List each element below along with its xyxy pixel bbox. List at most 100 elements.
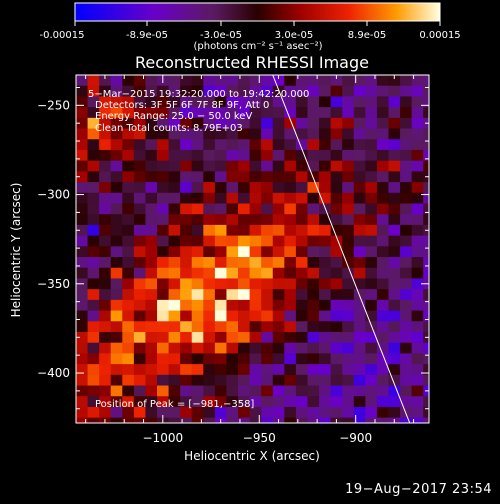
heatmap-cell [353,85,366,98]
heatmap-cell [353,299,366,312]
heatmap-cell [226,96,239,108]
heatmap-cell [87,321,100,333]
heatmap-cell [87,171,100,183]
heatmap-cell [295,321,309,333]
heatmap-cell [411,107,424,119]
heatmap-cell [330,278,343,290]
heatmap-cell [238,107,251,119]
heatmap-cell [353,321,366,333]
heatmap-cell [168,406,181,419]
heatmap-cell [342,385,355,397]
heatmap-cell [133,160,147,172]
heatmap-cell [365,160,378,172]
heatmap-cell [180,406,193,419]
heatmap-cell [76,396,89,408]
heatmap-cell [400,417,413,423]
heatmap-cell [191,192,204,205]
heatmap-cell [261,267,274,280]
heatmap-cell [353,149,366,162]
heatmap-cell [261,160,274,172]
heatmap-cell [168,331,181,344]
heatmap-cell [191,246,204,258]
heatmap-cell [272,342,285,354]
heatmap-cell [365,278,378,290]
heatmap-cell [423,257,429,269]
heatmap-cell [342,182,355,194]
heatmap-cell [388,278,401,290]
heatmap-cell [249,107,262,119]
heatmap-cell [110,128,123,140]
heatmap-cell [365,171,378,183]
heatmap-cell [272,310,285,322]
heatmap-cell [87,128,100,140]
heatmap-cell [342,417,355,423]
heatmap-cell [203,342,216,354]
heatmap-cell [110,321,123,333]
colorbar-tick-label: -3.0e-05 [200,30,242,41]
heatmap-cell [261,235,274,247]
heatmap-cell [191,299,204,312]
heatmap-cell [214,353,228,365]
heatmap-cell [76,85,89,98]
heatmap-cell [99,214,112,226]
heatmap-cell [400,299,413,312]
heatmap-cell [388,246,401,258]
heatmap-cell [226,321,239,333]
heatmap-cell [99,224,112,237]
heatmap-cell [411,139,424,151]
heatmap-cell [110,257,123,269]
heatmap-cell [307,364,320,376]
heatmap-cell [145,160,158,172]
heatmap-cell [261,278,274,290]
heatmap-cell [319,224,332,237]
heatmap-cell [261,257,274,269]
heatmap-cell [168,310,181,322]
heatmap-cell [261,75,274,87]
heatmap-cell [295,257,309,269]
heatmap-cell [330,160,343,172]
heatmap-cell [87,235,100,247]
heatmap-cell [307,214,320,226]
heatmap-cell [388,139,401,151]
heatmap-cell [376,192,390,205]
heatmap-cell [365,246,378,258]
heatmap-cell [388,267,401,280]
heatmap-cell [365,396,378,408]
annotation-block: 5−Mar−2015 19:32:20.000 to 19:42:20.000 … [88,89,309,134]
heatmap-cell [122,128,135,140]
heatmap-cell [214,385,228,397]
heatmap-cell [249,353,262,365]
heatmap-cell [342,214,355,226]
heatmap-cell [226,331,239,344]
heatmap-cell [157,149,170,162]
heatmap-cell [87,224,100,237]
heatmap-cell [122,214,135,226]
heatmap-cell [145,299,158,312]
heatmap-cell [249,214,262,226]
heatmap-cell [261,85,274,98]
heatmap-cell [87,182,100,194]
heatmap-cell [238,331,251,344]
heatmap-cell [203,107,216,119]
colorbar: -0.00015 -8.9e-05 -3.0e-05 3.0e-05 8.9e-… [40,2,461,52]
heatmap-cell [284,85,297,98]
heatmap-cell [249,289,262,301]
heatmap-cell [157,257,170,269]
heatmap-cell [284,406,297,419]
heatmap-cell [133,96,147,108]
heatmap-cell [319,342,332,354]
heatmap-cell [295,149,309,162]
heatmap-cell [99,342,112,354]
heatmap-cell [238,117,251,130]
heatmap-cell [319,117,332,130]
heatmap-cell [376,364,390,376]
heatmap-cell [238,96,251,108]
heatmap-cell [353,257,366,269]
heatmap-cell [214,75,228,87]
heatmap-cell [226,224,239,237]
heatmap-cell [307,224,320,237]
heatmap-cell [423,417,429,423]
heatmap-cell [191,396,204,408]
heatmap-cell [423,149,429,162]
heatmap-cell [203,364,216,376]
